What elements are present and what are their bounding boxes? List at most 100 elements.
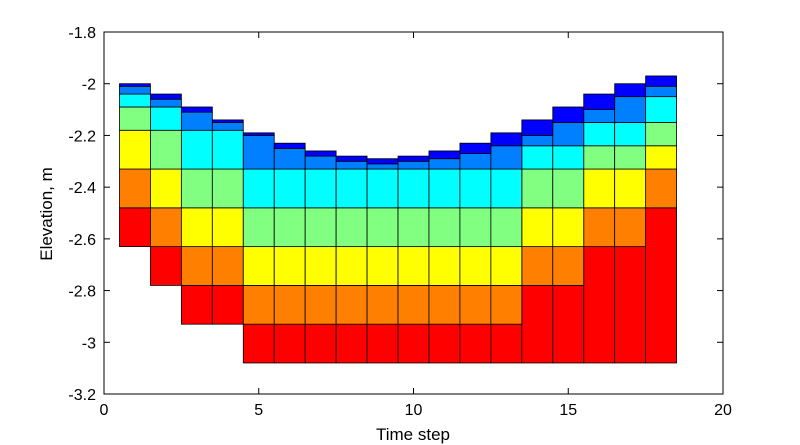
bar-segment — [304, 284, 337, 325]
bar-segment — [397, 207, 430, 248]
x-tick-label: 15 — [559, 402, 577, 419]
bar-segment — [459, 323, 492, 364]
y-tick-label: -1.8 — [68, 25, 96, 42]
bar-segment — [242, 323, 275, 364]
bar-segment — [645, 145, 677, 170]
bar-segment — [397, 323, 430, 364]
bar-segment — [366, 246, 399, 286]
bar-segment — [150, 98, 182, 108]
bar-segment — [366, 158, 399, 165]
bar-segment — [583, 168, 616, 209]
bar-segment — [459, 153, 492, 170]
y-tick-label: -2 — [82, 77, 96, 94]
bar-segment — [180, 168, 213, 209]
bar-segment — [273, 207, 306, 248]
bar-segment — [273, 168, 306, 209]
bar-segment — [242, 207, 275, 248]
bar-segment — [552, 145, 585, 170]
bar-segment — [645, 122, 677, 147]
bar-segment — [459, 207, 492, 248]
bar-segment — [304, 155, 337, 170]
bar-segment — [366, 207, 399, 248]
bar-segment — [180, 111, 213, 131]
bar-segment — [490, 246, 523, 286]
bar-segment — [428, 323, 461, 364]
bar-segment — [119, 85, 151, 95]
bar-segment — [150, 93, 182, 100]
bar-segment — [335, 323, 368, 364]
bar-segment — [211, 284, 244, 325]
bar-segment — [119, 207, 151, 248]
bar-segment — [180, 129, 213, 170]
bar-segment — [304, 246, 337, 286]
bar-segment — [335, 284, 368, 325]
bar-segment — [397, 246, 430, 286]
bar-segment — [428, 150, 461, 160]
bar-segment — [304, 207, 337, 248]
bar-segment — [583, 246, 616, 364]
bar-segment — [273, 323, 306, 364]
bar-segment — [180, 207, 213, 248]
bar-segments — [119, 75, 677, 364]
bar-segment — [583, 207, 616, 248]
bar-segment — [366, 163, 399, 170]
bar-segment — [150, 129, 182, 170]
bar-segment — [335, 168, 368, 209]
bar-segment — [397, 155, 430, 162]
bar-segment — [645, 85, 677, 98]
bar-segment — [335, 155, 368, 162]
x-axis-label: Time step — [376, 425, 450, 444]
bar-segment — [459, 246, 492, 286]
bar-segment — [119, 129, 151, 170]
bar-segment — [614, 207, 647, 248]
bar-segment — [552, 246, 585, 286]
bar-segment — [428, 284, 461, 325]
bar-segment — [583, 145, 616, 170]
bar-segment — [242, 135, 275, 170]
bar-segment — [304, 150, 337, 157]
bar-segment — [583, 122, 616, 147]
bar-segment — [180, 246, 213, 286]
bar-segment — [645, 75, 677, 87]
bar-segment — [397, 284, 430, 325]
bar-segment — [521, 168, 554, 209]
bar-segment — [614, 96, 647, 123]
bar-segment — [150, 106, 182, 131]
x-tick-label: 20 — [714, 402, 732, 419]
bar-segment — [614, 122, 647, 147]
bar-segment — [397, 160, 430, 170]
bar-segment — [273, 246, 306, 286]
bar-segment — [521, 119, 554, 136]
bar-segment — [614, 168, 647, 209]
bar-segment — [490, 284, 523, 325]
bar-segment — [211, 122, 244, 131]
bar-segment — [242, 168, 275, 209]
y-tick-label: -2.6 — [68, 232, 96, 249]
bar-segment — [614, 145, 647, 170]
bar-segment — [211, 129, 244, 170]
bar-segment — [552, 207, 585, 248]
bar-segment — [583, 109, 616, 123]
bar-segment — [211, 207, 244, 248]
bar-segment — [428, 207, 461, 248]
bar-segment — [397, 168, 430, 209]
bar-segment — [583, 93, 616, 110]
bar-segment — [428, 168, 461, 209]
bar-segment — [645, 207, 677, 364]
bar-segment — [490, 145, 523, 170]
bar-segment — [459, 168, 492, 209]
bar-segment — [211, 246, 244, 286]
bar-segment — [180, 284, 213, 325]
x-tick-label: 5 — [254, 402, 263, 419]
bar-segment — [552, 284, 585, 364]
y-tick-label: -3 — [82, 335, 96, 352]
bar-segment — [645, 96, 677, 123]
bar-segment — [335, 207, 368, 248]
bar-segment — [552, 106, 585, 123]
bar-segment — [150, 207, 182, 248]
bar-segment — [273, 142, 306, 149]
bar-segment — [119, 83, 151, 87]
bar-segment — [552, 168, 585, 209]
bar-segment — [459, 284, 492, 325]
bar-segment — [645, 168, 677, 209]
